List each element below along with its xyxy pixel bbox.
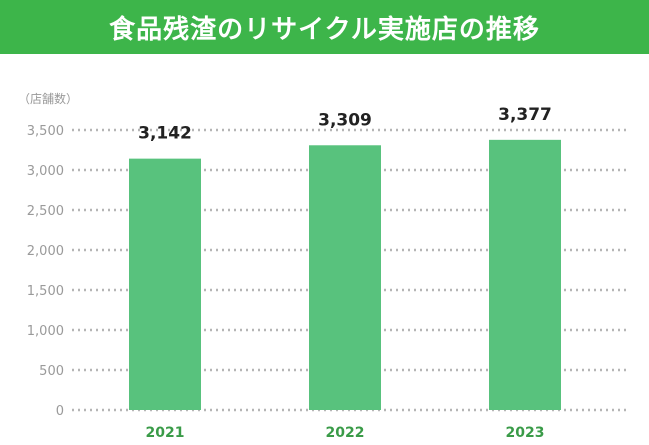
- y-tick-label: 2,000: [27, 244, 64, 259]
- y-tick-label: 3,000: [27, 164, 64, 179]
- data-label: 3,142: [138, 124, 192, 144]
- y-tick-label: 0: [56, 404, 64, 419]
- y-tick-label: 3,500: [27, 124, 64, 139]
- x-tick-label: 2021: [146, 425, 185, 441]
- bar: [489, 139, 561, 410]
- labels: 0 500 1,000 1,500 2,000 2,500 3,000 3,500 3,142 2…: [27, 105, 552, 441]
- title-banner: 食品残渣のリサイクル実施店の推移: [0, 0, 649, 54]
- y-axis-unit-label: （店舗数）: [18, 91, 78, 106]
- y-tick-label: 2,500: [27, 204, 64, 219]
- bars: [129, 139, 561, 410]
- x-tick-label: 2023: [506, 425, 545, 441]
- y-tick-label: 1,500: [27, 284, 64, 299]
- data-label: 3,309: [318, 110, 372, 130]
- x-tick-label: 2022: [326, 425, 365, 441]
- data-label: 3,377: [498, 105, 552, 125]
- bar: [309, 145, 381, 410]
- y-tick-label: 1,000: [27, 324, 64, 339]
- bar: [129, 158, 201, 410]
- chart-title: 食品残渣のリサイクル実施店の推移: [109, 14, 540, 45]
- y-tick-label: 500: [39, 364, 64, 379]
